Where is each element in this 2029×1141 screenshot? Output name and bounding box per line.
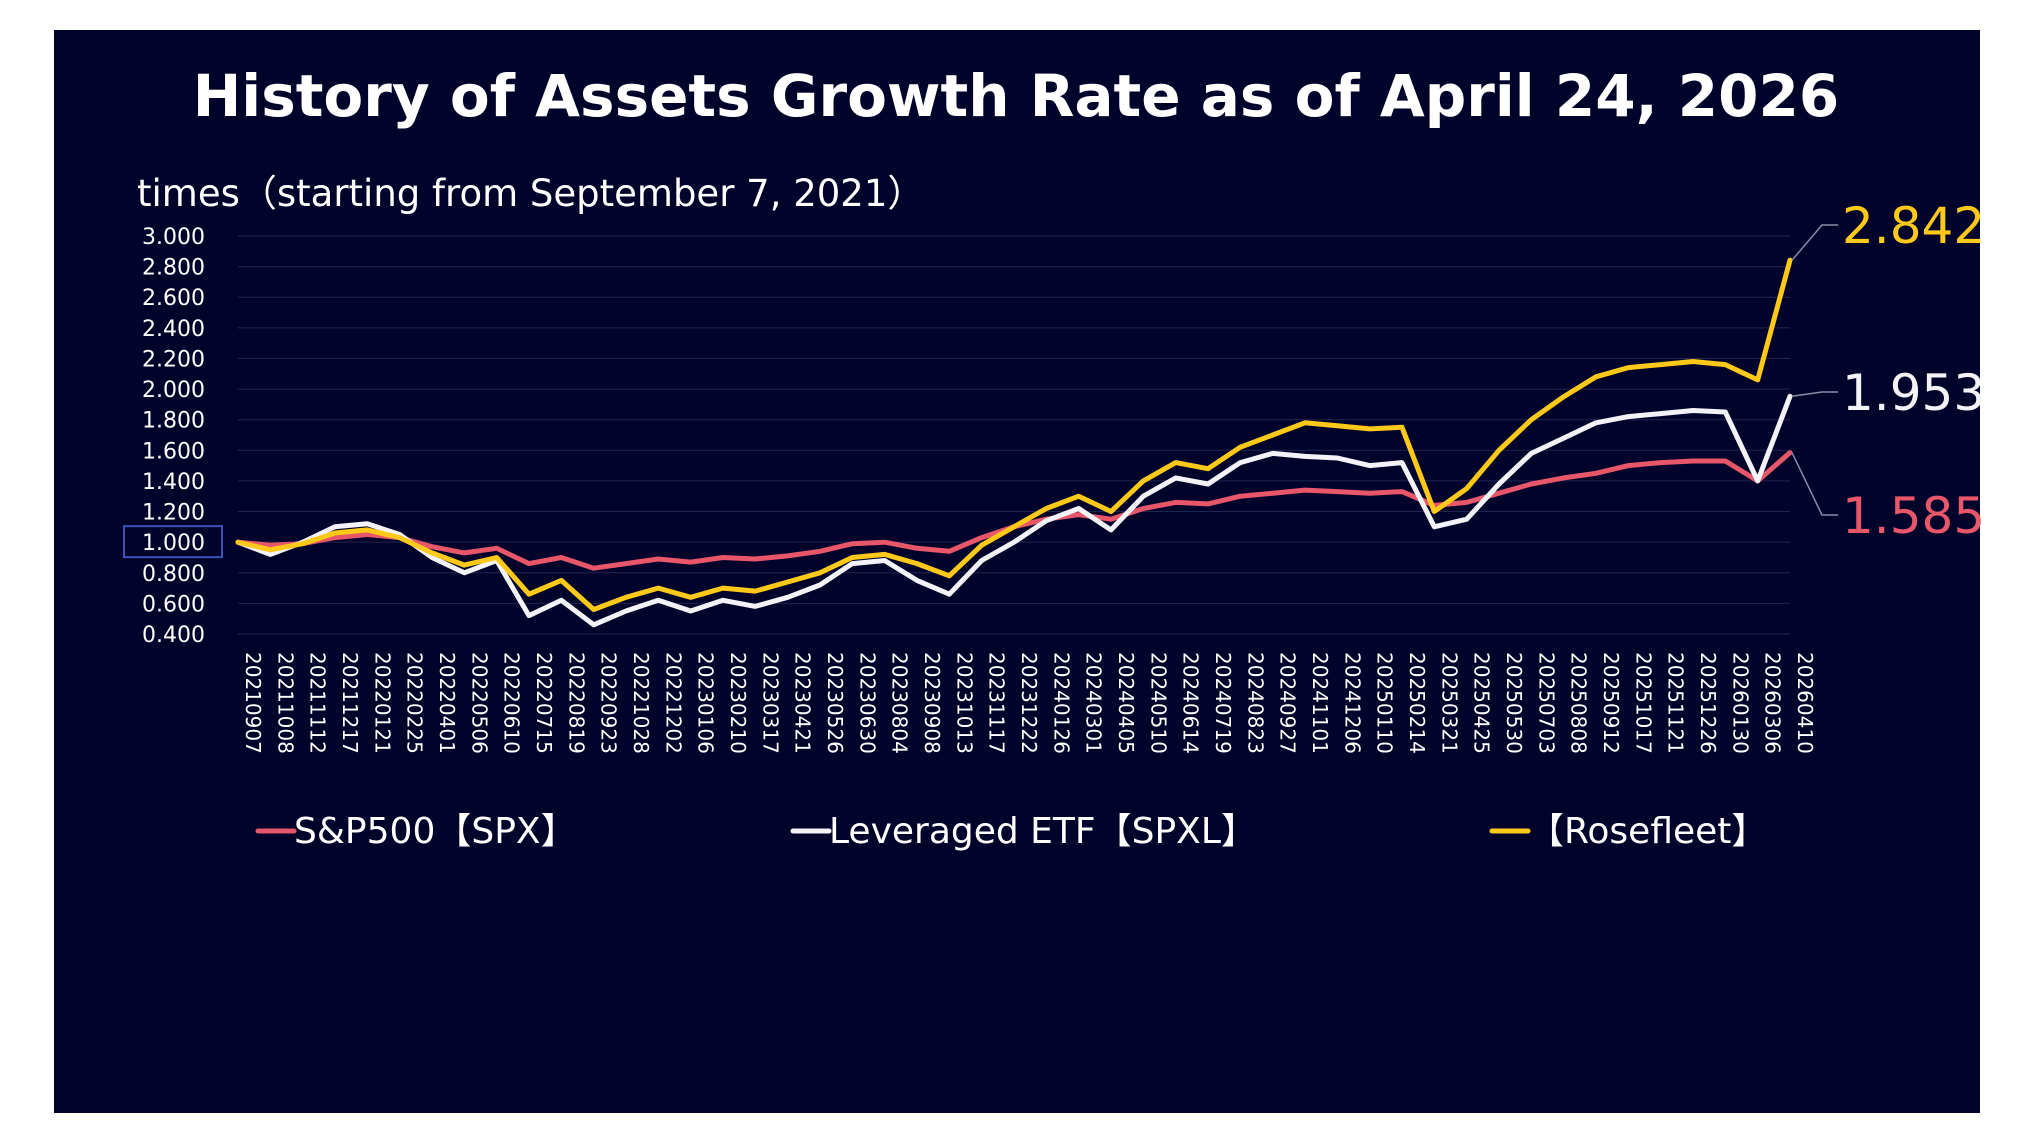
x-tick-label: 20221028 [629, 652, 653, 754]
y-axis-label: times（starting from September 7, 2021） [137, 172, 924, 215]
y-tick-label: 2.200 [142, 347, 205, 372]
end-label-leader [1791, 452, 1838, 516]
x-tick-label: 20240927 [1276, 652, 1300, 754]
y-axis-ticks: 3.000 2.800 2.600 2.400 2.200 2.000 1.800 1.600… [123, 225, 223, 648]
x-tick-label: 20241206 [1340, 652, 1364, 754]
y-tick-label: 2.600 [142, 286, 205, 311]
x-tick-label: 20211008 [273, 652, 297, 754]
end-value-label-rosefleet: 2.842 [1842, 197, 1985, 255]
x-tick-label: 20251121 [1664, 652, 1688, 754]
x-tick-label: 20250425 [1470, 652, 1494, 754]
y-tick-label: 1.600 [142, 439, 205, 464]
x-tick-label: 20230630 [855, 652, 879, 754]
x-tick-label: 20221202 [661, 652, 685, 754]
x-tick-label: 20211112 [306, 652, 330, 754]
x-tick-label: 20230317 [758, 652, 782, 754]
x-tick-label: 20250808 [1567, 652, 1591, 754]
y-tick-label: 0.400 [142, 623, 205, 648]
y-tick-label: 3.000 [142, 225, 205, 250]
y-tick-label: 2.800 [142, 256, 205, 281]
end-value-label-spxl: 1.953 [1842, 364, 1985, 422]
x-tick-label: 20220121 [370, 652, 394, 754]
y-tick-label: 2.000 [142, 378, 205, 403]
x-tick-label: 20240126 [1049, 652, 1073, 754]
x-tick-label: 20240510 [1146, 652, 1170, 754]
x-tick-label: 20220610 [500, 652, 524, 754]
x-tick-label: 20230421 [791, 652, 815, 754]
y-tick-label: 0.600 [142, 592, 205, 617]
x-tick-label: 20230526 [823, 652, 847, 754]
x-tick-label: 20250703 [1534, 652, 1558, 754]
x-tick-label: 20220225 [403, 652, 427, 754]
x-tick-label: 20230908 [920, 652, 944, 754]
x-tick-label: 20250912 [1599, 652, 1623, 754]
x-tick-label: 20260410 [1793, 652, 1817, 754]
end-value-label-spx: 1.585 [1842, 487, 1985, 545]
y-tick-label: 1.000 [142, 531, 205, 556]
x-tick-label: 20220401 [435, 652, 459, 754]
x-tick-label: 20211217 [338, 652, 362, 754]
x-tick-label: 20241101 [1308, 652, 1332, 754]
x-axis-ticks: 20210907 20211008 20211112 20211217 20220121… [241, 652, 1817, 754]
x-tick-label: 20220819 [564, 652, 588, 754]
x-tick-label: 20220923 [597, 652, 621, 754]
y-tick-label: 1.200 [142, 501, 205, 526]
y-tick-label: 2.400 [142, 317, 205, 342]
chart-panel [54, 30, 1980, 1113]
x-tick-label: 20251017 [1631, 652, 1655, 754]
x-tick-label: 20260130 [1728, 652, 1752, 754]
baseline-highlight-box [123, 525, 223, 559]
x-tick-label: 20240719 [1211, 652, 1235, 754]
end-label-leader [1791, 391, 1838, 398]
end-label-leader [1791, 224, 1838, 261]
x-tick-label: 20210907 [241, 652, 265, 754]
y-tick-label: 1.800 [142, 409, 205, 434]
series-line-rosefleet [235, 257, 1793, 612]
x-tick-label: 20230210 [726, 652, 750, 754]
chart-title: History of Assets Growth Rate as of Apri… [193, 62, 1839, 130]
legend: S&P500【SPX】 Leveraged ETF【SPXL】 【Rosefleet… [255, 811, 1767, 852]
x-tick-label: 20260306 [1761, 652, 1785, 754]
x-tick-label: 20250530 [1502, 652, 1526, 754]
legend-label-spxl: Leveraged ETF【SPXL】 [829, 811, 1257, 852]
x-tick-label: 20250321 [1437, 652, 1461, 754]
x-tick-label: 20240301 [1082, 652, 1106, 754]
x-tick-label: 20240405 [1114, 652, 1138, 754]
series-line-spxl [235, 393, 1793, 628]
x-tick-label: 20231013 [952, 652, 976, 754]
grid-lines [238, 235, 1790, 635]
x-tick-label: 20240614 [1179, 652, 1203, 754]
y-tick-label: 1.400 [142, 470, 205, 495]
x-tick-label: 20240823 [1243, 652, 1267, 754]
x-tick-label: 20230106 [694, 652, 718, 754]
x-tick-label: 20220506 [467, 652, 491, 754]
y-tick-label: 0.800 [142, 562, 205, 587]
x-tick-label: 20251226 [1696, 652, 1720, 754]
x-tick-label: 20250110 [1373, 652, 1397, 754]
series-lines [235, 257, 1793, 628]
x-tick-label: 20250214 [1405, 652, 1429, 754]
series-line-spx [235, 450, 1793, 571]
legend-label-spx: S&P500【SPX】 [294, 811, 577, 852]
x-tick-label: 20220715 [532, 652, 556, 754]
x-tick-label: 20230804 [888, 652, 912, 754]
x-tick-label: 20231117 [985, 652, 1009, 754]
legend-label-rosefleet: 【Rosefleet】 [1528, 811, 1767, 852]
end-value-labels: 2.842 1.953 1.585 [1791, 197, 1985, 545]
x-tick-label: 20231222 [1017, 652, 1041, 754]
